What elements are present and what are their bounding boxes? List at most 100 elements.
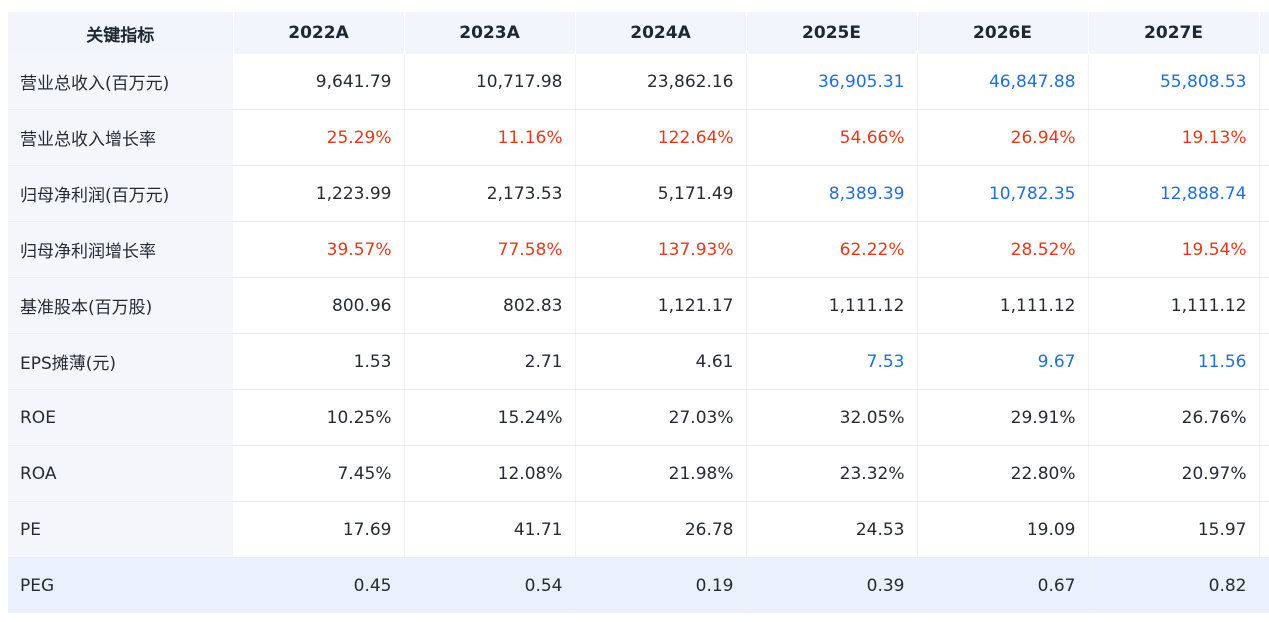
row-label: ROA [8,445,233,502]
table-cell: 55,808.53 [1088,54,1260,110]
table-cell: 9.67 [917,333,1089,390]
table-cell: 122.64% [575,109,747,166]
table-cell: 23.32% [746,445,918,502]
table-row: 归母净利润(百万元) 1,223.99 2,173.53 5,171.49 8,389.… [8,165,1269,222]
header-year-2022a: 2022A [233,12,405,54]
row-filler [1259,389,1269,446]
table-cell: 17.69 [233,501,405,558]
table-body: 营业总收入(百万元) 9,641.79 10,717.98 23,862.16 36,9… [8,54,1269,613]
table-cell: 1,223.99 [233,165,405,222]
row-filler [1259,54,1269,110]
table-cell: 29.91% [917,389,1089,446]
table-cell: 32.05% [746,389,918,446]
table-cell: 1.53 [233,333,405,390]
row-filler [1259,221,1269,278]
header-year-2023a: 2023A [404,12,576,54]
row-label: ROE [8,389,233,446]
table-cell: 1,121.17 [575,277,747,334]
table-row: 营业总收入增长率 25.29% 11.16% 122.64% 54.66% 26.94% 1… [8,109,1269,166]
table-cell: 137.93% [575,221,747,278]
row-filler [1259,277,1269,334]
table-row: ROE 10.25% 15.24% 27.03% 32.05% 29.91% 26.76% [8,389,1269,446]
table-cell: 46,847.88 [917,54,1089,110]
table-cell: 19.09 [917,501,1089,558]
table-cell: 10.25% [233,389,405,446]
table-cell: 39.57% [233,221,405,278]
table-cell: 24.53 [746,501,918,558]
table-cell: 15.24% [404,389,576,446]
header-year-2024a: 2024A [575,12,747,54]
table-cell: 1,111.12 [746,277,918,334]
table-cell: 41.71 [404,501,576,558]
row-label: 基准股本(百万股) [8,277,233,334]
row-label: PEG [8,557,233,613]
table-cell: 9,641.79 [233,54,405,110]
header-key-metric: 关键指标 [8,12,234,54]
table-cell: 26.76% [1088,389,1260,446]
table-cell: 54.66% [746,109,918,166]
table-cell: 28.52% [917,221,1089,278]
table-cell: 10,717.98 [404,54,576,110]
financial-metrics-table: 关键指标 2022A 2023A 2024A 2025E 2026E 2027E… [8,12,1269,613]
table-cell: 7.45% [233,445,405,502]
row-filler [1259,165,1269,222]
table-header-row: 关键指标 2022A 2023A 2024A 2025E 2026E 2027E [8,12,1269,54]
table-row: 归母净利润增长率 39.57% 77.58% 137.93% 62.22% 28.52% 1… [8,221,1269,278]
table-cell: 25.29% [233,109,405,166]
table-row: EPS摊薄(元) 1.53 2.71 4.61 7.53 9.67 11.56 [8,333,1269,390]
table-cell: 12,888.74 [1088,165,1260,222]
financial-metrics-table-container: 关键指标 2022A 2023A 2024A 2025E 2026E 2027E… [8,12,1269,613]
table-cell: 10,782.35 [917,165,1089,222]
row-label: PE [8,501,233,558]
row-label: 营业总收入增长率 [8,109,233,166]
header-year-2026e: 2026E [917,12,1089,54]
header-year-2027e: 2027E [1088,12,1260,54]
table-cell: 2.71 [404,333,576,390]
row-label: 归母净利润(百万元) [8,165,233,222]
table-cell: 4.61 [575,333,747,390]
table-cell: 26.78 [575,501,747,558]
table-cell: 27.03% [575,389,747,446]
table-cell: 11.56 [1088,333,1260,390]
table-cell: 19.13% [1088,109,1260,166]
table-cell: 12.08% [404,445,576,502]
header-year-2025e: 2025E [746,12,918,54]
table-cell: 7.53 [746,333,918,390]
row-filler [1259,109,1269,166]
table-cell: 0.82 [1088,557,1260,613]
row-filler [1259,557,1269,613]
table-cell: 20.97% [1088,445,1260,502]
table-cell: 62.22% [746,221,918,278]
table-cell: 0.67 [917,557,1089,613]
table-cell: 26.94% [917,109,1089,166]
row-filler [1259,445,1269,502]
table-row: PEG 0.45 0.54 0.19 0.39 0.67 0.82 [8,557,1269,613]
table-cell: 1,111.12 [1088,277,1260,334]
table-cell: 22.80% [917,445,1089,502]
table-row: PE 17.69 41.71 26.78 24.53 19.09 15.97 [8,501,1269,558]
table-cell: 0.54 [404,557,576,613]
table-cell: 0.19 [575,557,747,613]
row-filler [1259,501,1269,558]
table-cell: 0.39 [746,557,918,613]
table-cell: 11.16% [404,109,576,166]
table-row: 基准股本(百万股) 800.96 802.83 1,121.17 1,111.12 1,1… [8,277,1269,334]
table-cell: 36,905.31 [746,54,918,110]
table-cell: 77.58% [404,221,576,278]
row-label: 营业总收入(百万元) [8,54,233,110]
table-cell: 800.96 [233,277,405,334]
row-label: EPS摊薄(元) [8,333,233,390]
table-cell: 1,111.12 [917,277,1089,334]
table-cell: 8,389.39 [746,165,918,222]
table-row: ROA 7.45% 12.08% 21.98% 23.32% 22.80% 20.97% [8,445,1269,502]
table-cell: 5,171.49 [575,165,747,222]
table-row: 营业总收入(百万元) 9,641.79 10,717.98 23,862.16 36,9… [8,54,1269,110]
table-cell: 21.98% [575,445,747,502]
table-cell: 23,862.16 [575,54,747,110]
header-filler [1259,12,1269,54]
table-cell: 0.45 [233,557,405,613]
row-label: 归母净利润增长率 [8,221,233,278]
table-cell: 19.54% [1088,221,1260,278]
table-cell: 802.83 [404,277,576,334]
table-cell: 15.97 [1088,501,1260,558]
